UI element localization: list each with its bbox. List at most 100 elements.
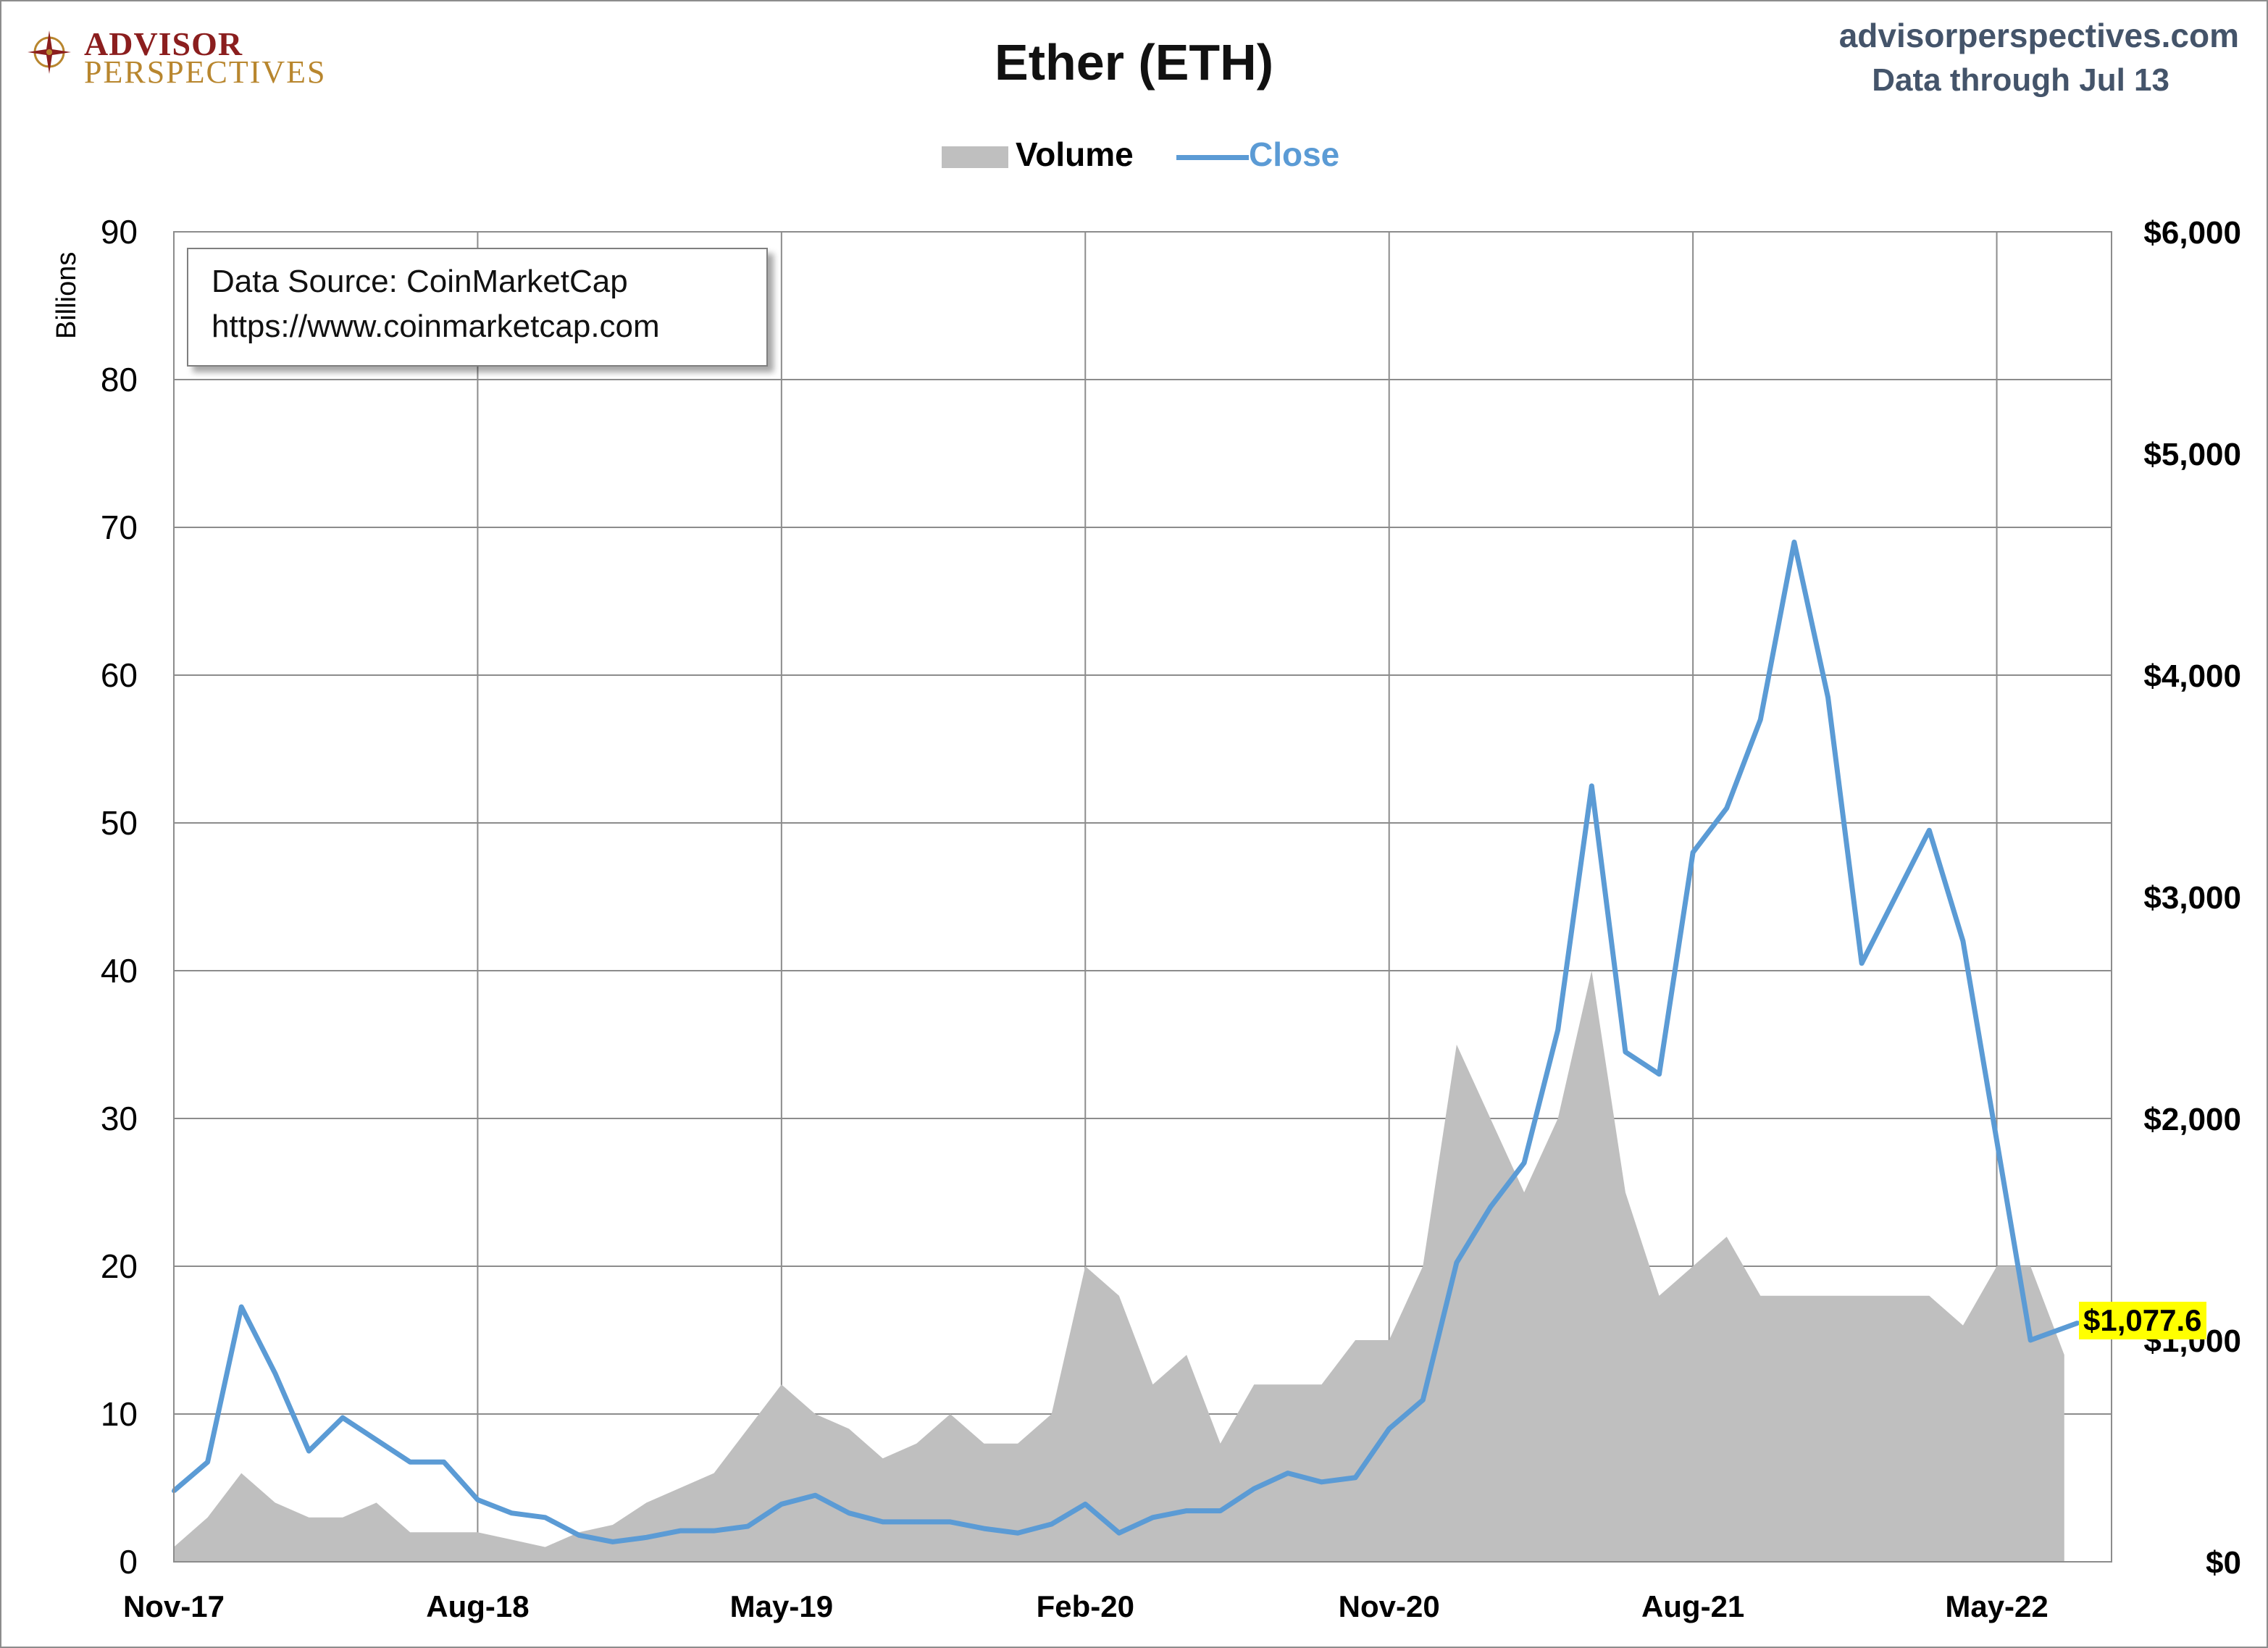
close-point bbox=[1319, 1479, 1324, 1484]
close-point bbox=[644, 1535, 649, 1540]
data-source-box: Data Source: CoinMarketCap https://www.c… bbox=[187, 248, 768, 367]
close-point bbox=[340, 1415, 346, 1421]
close-point bbox=[1049, 1521, 1054, 1526]
x-tick-label: Feb-20 bbox=[1037, 1589, 1134, 1623]
close-point bbox=[678, 1528, 683, 1534]
close-point bbox=[1791, 540, 1796, 545]
data-source-line: Data Source: CoinMarketCap bbox=[212, 264, 628, 299]
close-point bbox=[1859, 961, 1865, 966]
close-point bbox=[1927, 828, 1932, 833]
legend-volume-swatch bbox=[942, 146, 1008, 168]
close-point bbox=[1184, 1508, 1189, 1513]
left-tick-label: 70 bbox=[101, 509, 138, 546]
left-tick-label: 0 bbox=[119, 1543, 138, 1581]
advisor-perspectives-logo: ADVISOR PERSPECTIVES bbox=[26, 25, 330, 90]
right-tick-label: $3,000 bbox=[2143, 880, 2241, 916]
right-tick-label: $6,000 bbox=[2143, 215, 2241, 251]
left-tick-label: 20 bbox=[101, 1247, 138, 1285]
volume-area bbox=[174, 971, 2064, 1562]
close-series bbox=[172, 539, 2080, 1544]
close-point bbox=[1555, 1027, 1560, 1032]
close-point bbox=[914, 1519, 919, 1524]
compass-rose-icon bbox=[28, 30, 71, 74]
x-tick-label: Nov-17 bbox=[123, 1589, 225, 1623]
close-point bbox=[982, 1526, 987, 1531]
right-tick-label: $0 bbox=[2206, 1545, 2241, 1581]
close-point bbox=[1353, 1475, 1358, 1480]
close-point bbox=[610, 1539, 615, 1544]
close-point bbox=[1657, 1071, 1662, 1076]
plot-border bbox=[173, 231, 2112, 1563]
legend-volume-label: Volume bbox=[1016, 135, 1134, 173]
close-point bbox=[306, 1449, 311, 1453]
left-tick-label: 90 bbox=[101, 213, 138, 251]
x-tick-label: May-19 bbox=[730, 1589, 833, 1623]
close-point bbox=[1116, 1531, 1121, 1536]
left-tick-label: 30 bbox=[101, 1100, 138, 1137]
data-through-label: Data through Jul 13 bbox=[1872, 62, 2169, 98]
logo-line-2: PERSPECTIVES bbox=[84, 54, 327, 90]
close-point bbox=[1589, 784, 1594, 788]
x-axis-ticks: Nov-17 Aug-18 May-19 Feb-20 Nov-20 Aug-21 May-… bbox=[123, 1589, 2049, 1623]
close-point bbox=[205, 1460, 210, 1465]
close-point bbox=[2075, 1321, 2080, 1326]
close-point bbox=[1691, 850, 1696, 855]
plot-area-border bbox=[173, 231, 2112, 1563]
close-point bbox=[1623, 1050, 1628, 1055]
right-tick-label: $4,000 bbox=[2143, 658, 2241, 694]
site-name: advisorperspectives.com bbox=[1838, 17, 2239, 54]
right-tick-label: $5,000 bbox=[2143, 437, 2241, 472]
close-point bbox=[1522, 1160, 1527, 1166]
close-point bbox=[1150, 1515, 1155, 1520]
chart-title: Ether (ETH) bbox=[995, 34, 1273, 91]
logo-line-1: ADVISOR bbox=[84, 25, 243, 62]
close-point bbox=[239, 1305, 244, 1310]
close-point bbox=[1454, 1260, 1459, 1265]
close-point bbox=[2028, 1338, 2033, 1342]
close-point bbox=[1758, 717, 1763, 722]
right-axis-ticks: $0$1,000$2,000$3,000$4,000$5,000$6,000 bbox=[2143, 215, 2241, 1581]
x-tick-label: Aug-18 bbox=[426, 1589, 529, 1623]
left-tick-label: 50 bbox=[101, 804, 138, 842]
close-point bbox=[711, 1528, 716, 1534]
x-tick-label: Aug-21 bbox=[1641, 1589, 1744, 1623]
close-point bbox=[745, 1524, 750, 1529]
close-point bbox=[947, 1519, 953, 1524]
close-point bbox=[847, 1510, 852, 1515]
legend-close-swatch bbox=[1176, 155, 1249, 160]
close-point bbox=[1420, 1397, 1426, 1402]
close-point bbox=[374, 1437, 379, 1442]
close-point bbox=[1016, 1531, 1021, 1536]
right-tick-label: $2,000 bbox=[2143, 1102, 2241, 1137]
close-point bbox=[1488, 1205, 1493, 1210]
close-point bbox=[1218, 1508, 1223, 1513]
left-tick-label: 40 bbox=[101, 952, 138, 990]
close-point bbox=[1252, 1486, 1257, 1492]
close-point bbox=[880, 1519, 885, 1524]
close-point bbox=[1083, 1502, 1088, 1507]
close-point bbox=[1386, 1426, 1392, 1431]
close-point bbox=[1825, 695, 1830, 700]
last-close-value-label: $1,077.6 bbox=[2079, 1302, 2206, 1339]
close-point bbox=[543, 1515, 548, 1520]
x-tick-label: May-22 bbox=[1945, 1589, 2048, 1623]
close-point bbox=[1994, 1138, 1999, 1143]
left-tick-label: 80 bbox=[101, 361, 138, 398]
close-point bbox=[408, 1460, 413, 1465]
close-point bbox=[1893, 895, 1898, 899]
close-point bbox=[509, 1510, 514, 1515]
close-point bbox=[475, 1497, 480, 1502]
close-point bbox=[272, 1371, 277, 1376]
close-point bbox=[441, 1460, 446, 1465]
close-point bbox=[577, 1533, 582, 1538]
left-tick-label: 10 bbox=[101, 1395, 138, 1433]
volume-series bbox=[174, 971, 2064, 1562]
close-point bbox=[1285, 1471, 1290, 1476]
left-tick-label: 60 bbox=[101, 656, 138, 694]
close-point bbox=[779, 1502, 784, 1507]
close-point bbox=[1960, 939, 1965, 944]
close-point bbox=[813, 1493, 818, 1498]
close-point bbox=[1724, 806, 1729, 811]
data-source-url: https://www.coinmarketcap.com bbox=[212, 309, 660, 344]
